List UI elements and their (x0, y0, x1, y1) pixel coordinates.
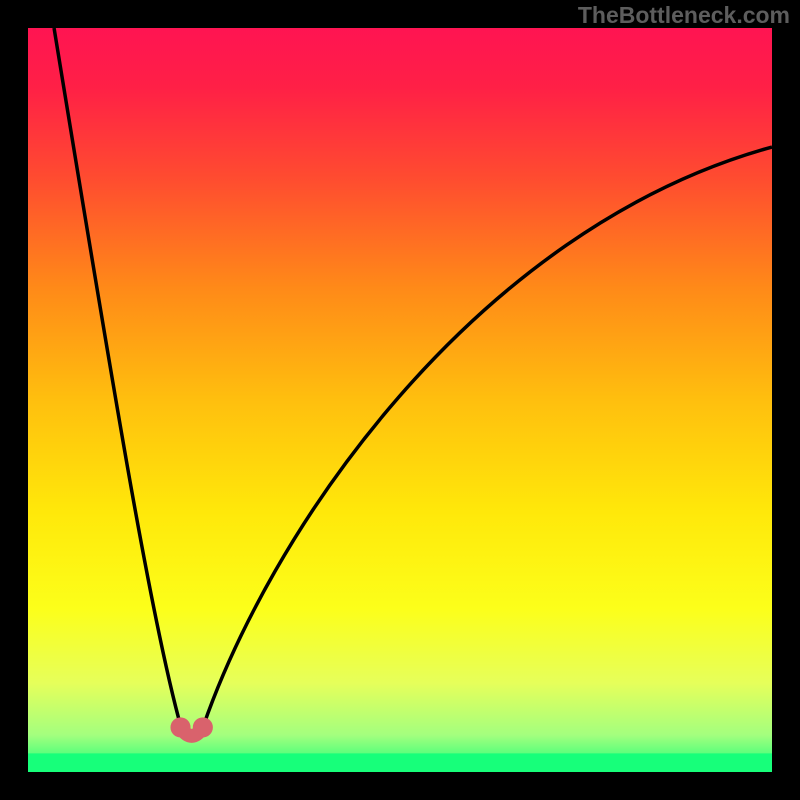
marker-dot (170, 717, 190, 737)
attribution-label: TheBottleneck.com (578, 2, 790, 29)
chart-frame: TheBottleneck.com (0, 0, 800, 800)
optimal-band (28, 753, 772, 772)
bottleneck-chart (0, 0, 800, 800)
chart-background-gradient (28, 28, 772, 772)
marker-dot (193, 717, 213, 737)
